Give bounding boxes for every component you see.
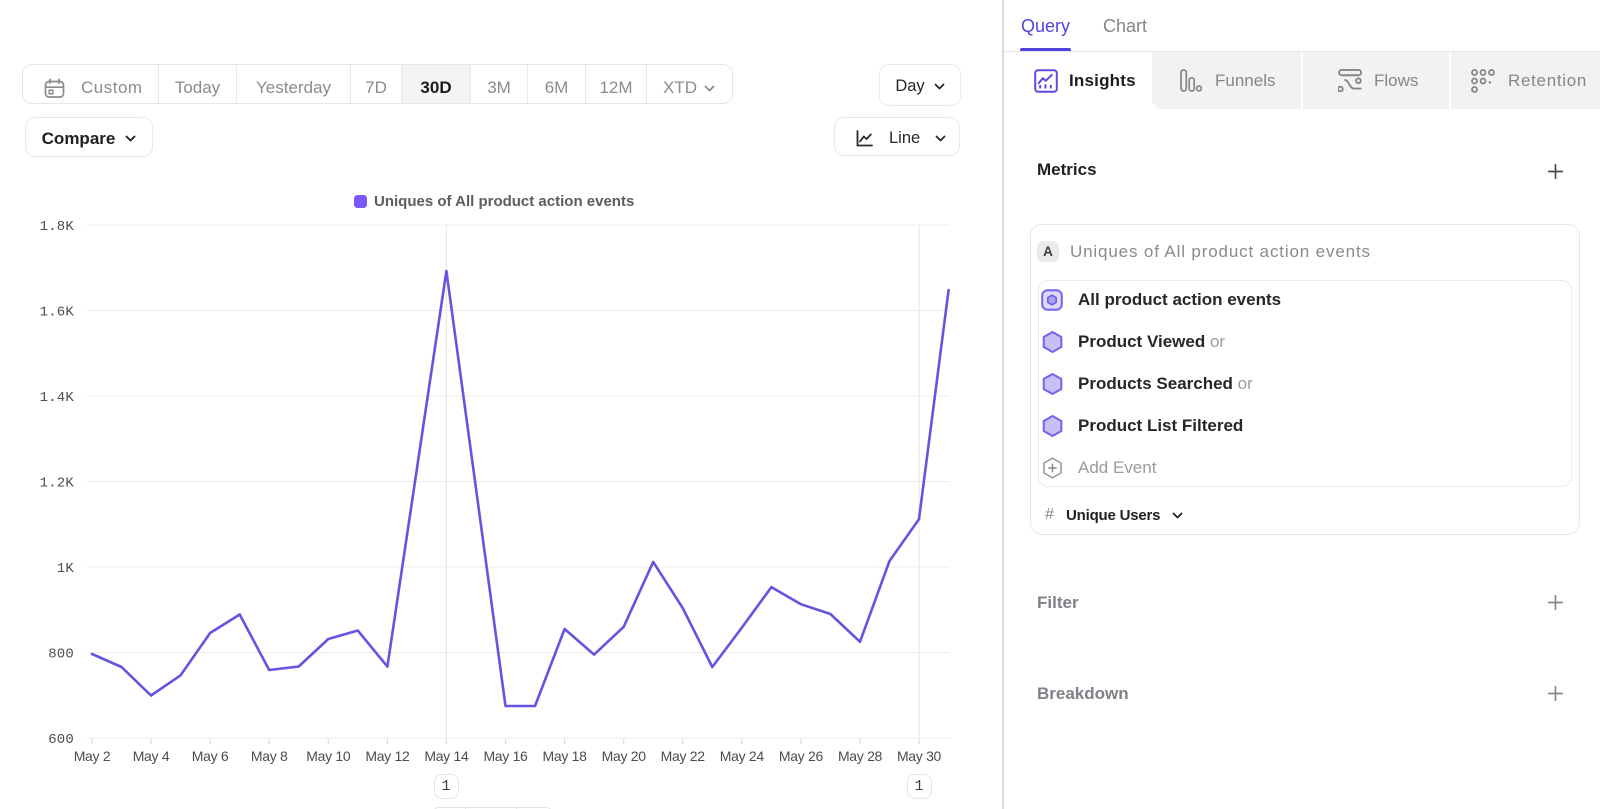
svg-text:May 30: May 30: [897, 748, 942, 764]
svg-text:800: 800: [48, 647, 74, 663]
svg-text:1.8K: 1.8K: [40, 219, 75, 235]
svg-text:May 24: May 24: [720, 748, 765, 764]
svg-text:May 2: May 2: [74, 748, 111, 764]
svg-text:600: 600: [48, 732, 74, 748]
svg-text:May 10: May 10: [306, 748, 351, 764]
svg-text:May 4: May 4: [133, 748, 170, 764]
svg-text:May 26: May 26: [779, 748, 824, 764]
svg-text:May 28: May 28: [838, 748, 883, 764]
svg-text:May 8: May 8: [251, 748, 288, 764]
svg-text:May 6: May 6: [192, 748, 229, 764]
svg-text:May 12: May 12: [365, 748, 410, 764]
svg-text:1.2K: 1.2K: [40, 476, 75, 492]
svg-text:May 14: May 14: [424, 748, 469, 764]
svg-text:1K: 1K: [57, 561, 75, 577]
svg-text:May 16: May 16: [483, 748, 528, 764]
svg-text:May 22: May 22: [661, 748, 706, 764]
svg-text:1.4K: 1.4K: [40, 390, 75, 406]
svg-text:1.6K: 1.6K: [40, 305, 75, 321]
svg-text:May 18: May 18: [543, 748, 588, 764]
svg-text:May 20: May 20: [602, 748, 647, 764]
